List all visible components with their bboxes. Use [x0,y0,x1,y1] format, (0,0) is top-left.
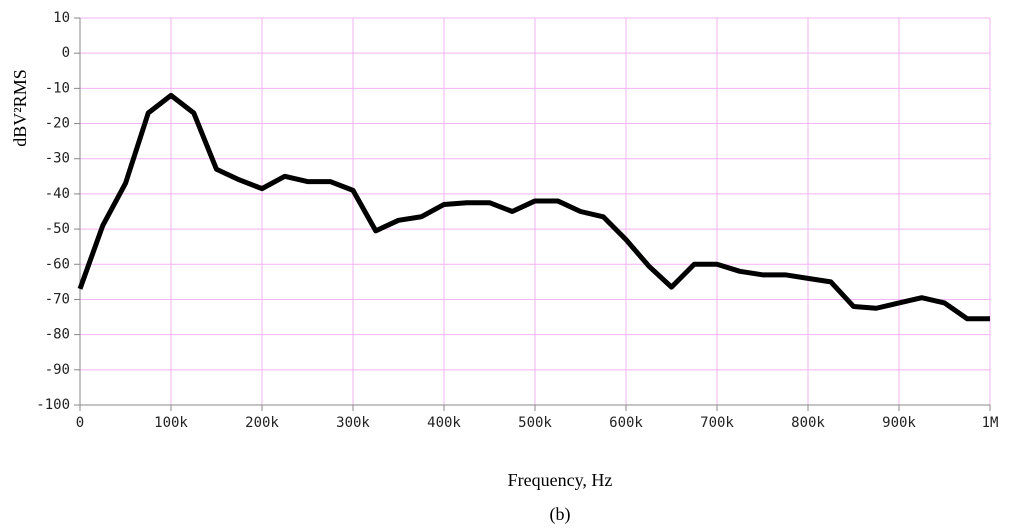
y-tick-label: 0 [62,45,70,61]
x-tick-label: 800k [791,415,825,431]
y-axis-label: dBV²RMS [10,69,30,146]
x-tick-label: 600k [609,415,643,431]
y-tick-label: -20 [45,116,70,132]
x-tick-label: 500k [518,415,552,431]
y-tick-label: -30 [45,151,70,167]
y-tick-label: -10 [45,80,70,96]
y-tick-label: -50 [45,221,70,237]
x-tick-label: 200k [245,415,279,431]
x-tick-label: 900k [882,415,916,431]
x-tick-label: 300k [336,415,370,431]
y-tick-label: -100 [36,397,70,413]
data-line [77,92,990,322]
y-tick-label: -60 [45,256,70,272]
x-tick-label: 700k [700,415,734,431]
x-axis-label: Frequency, Hz [508,470,613,490]
y-tick-label: 10 [53,10,70,26]
y-tick-label: -80 [45,327,70,343]
x-tick-label: 400k [427,415,461,431]
x-tick-label: 0 [76,415,84,431]
y-tick-label: -40 [45,186,70,202]
caption: (b) [550,504,571,525]
x-tick-label: 100k [154,415,188,431]
y-tick-label: -90 [45,362,70,378]
x-tick-label: 1M [982,415,999,431]
y-tick-label: -70 [45,291,70,307]
